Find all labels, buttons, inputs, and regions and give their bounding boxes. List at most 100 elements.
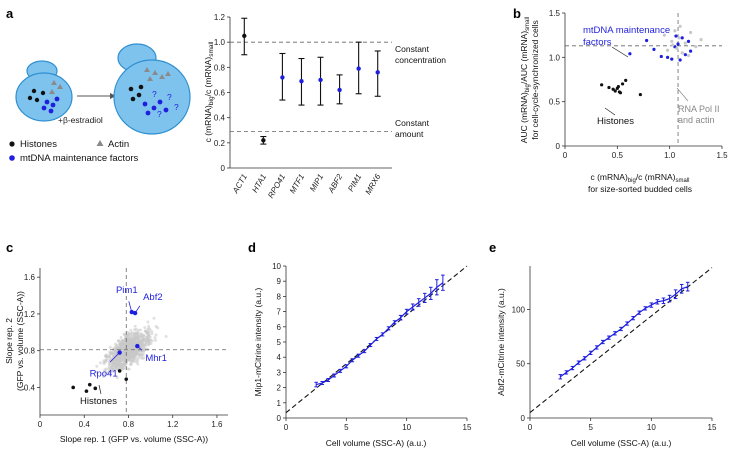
y-tick-label: 2 (277, 384, 282, 393)
data-point (337, 87, 342, 93)
histones-annotation: Histones (597, 116, 634, 127)
category-label: HTA1 (250, 173, 268, 195)
y-tick-label: 0.5 (549, 98, 561, 107)
x-tick-label: 15 (463, 423, 472, 432)
y-tick-label: 5 (277, 338, 282, 347)
legend-actin-label: Actin (108, 139, 129, 150)
x-tick-label: 5 (588, 423, 593, 432)
ref-line-label: Constant (395, 44, 430, 54)
chart-c-reference-lines (40, 268, 228, 415)
y-tick-label: 50 (516, 360, 525, 369)
chart-b-xlabel-line1: c (mRNA)big/c (mRNA)small (590, 172, 689, 184)
y-tick-label: 8 (277, 292, 282, 301)
legend-histones-marker (9, 141, 15, 147)
y-tick-label: 0.4 (24, 383, 36, 392)
chart-a-ylabel: c (mRNA)big/c (mRNA)small (203, 41, 215, 142)
category-label: MTF1 (288, 173, 306, 196)
question-mark: ? (152, 89, 157, 99)
chart-b-xlabel-line2: for size-sorted budded cells (588, 184, 692, 194)
data-line (316, 282, 444, 386)
background-point (108, 345, 112, 349)
histone-point (124, 377, 129, 381)
data-point (600, 83, 604, 87)
x-tick-label: 0 (284, 423, 289, 432)
big-cell-histones (128, 84, 144, 102)
schematic: +β-estradiol ? ? ? ? Histones Actin mtDN… (9, 43, 191, 164)
chart-b-ticks: 0 0.5 1.0 1.5 0 0.5 1.0 1.5 (549, 9, 728, 160)
background-point (133, 353, 137, 357)
background-point (114, 362, 118, 366)
data-point (678, 58, 682, 62)
background-point (111, 369, 115, 373)
fit-line (529, 267, 713, 414)
category-label: ABF2 (326, 172, 345, 195)
background-point (147, 333, 151, 337)
big-cell (113, 59, 191, 135)
data-point (375, 70, 380, 75)
chart-b-reference-lines (565, 13, 722, 146)
background-point (113, 348, 117, 352)
data-point (678, 24, 682, 28)
background-point (139, 340, 143, 344)
ref-line-label: amount (395, 129, 424, 139)
data-point (611, 87, 615, 91)
background-point (143, 342, 147, 346)
data-point (613, 89, 617, 93)
x-tick-label: 1.2 (167, 420, 179, 429)
y-tick-label: 3 (277, 368, 282, 377)
x-tick-label: 5 (344, 423, 349, 432)
background-point (120, 365, 124, 369)
background-point (123, 366, 127, 370)
background-point (116, 339, 120, 343)
background-point (122, 361, 126, 365)
background-point (129, 355, 133, 359)
y-tick-label: 0.6 (214, 89, 226, 98)
data-point (616, 84, 620, 89)
chart-e-ylabel: Abf2-mCitrine intensity (a.u.) (496, 288, 506, 396)
y-tick-label: 1 (277, 399, 282, 408)
highlighted-point-label: Abf2 (143, 292, 163, 303)
background-point (130, 331, 134, 335)
background-point (142, 347, 146, 351)
small-cell-histones (27, 88, 46, 103)
data-point (686, 39, 691, 43)
data-point (673, 45, 677, 49)
background-point (133, 337, 137, 341)
data-point (683, 53, 687, 57)
background-point (131, 358, 135, 362)
y-tick-label: 0.8 (214, 63, 226, 72)
background-point (134, 327, 138, 331)
data-line (559, 286, 688, 378)
highlighted-point-label: Mhr1 (145, 353, 167, 364)
background-point (153, 338, 157, 342)
x-tick-label: 10 (402, 423, 411, 432)
background-point (126, 338, 130, 342)
data-point (665, 55, 670, 59)
background-point (149, 341, 153, 345)
highlighted-point-label: Rpo41 (90, 369, 118, 380)
background-point (119, 336, 123, 340)
background-point (129, 336, 133, 340)
background-point (103, 372, 107, 376)
y-tick-label: 1.0 (549, 53, 561, 62)
mtdna-annotation: mtDNA maintenance (583, 25, 670, 36)
y-tick-label: 4 (277, 353, 282, 362)
rna-pol-annotation: and actin (678, 115, 715, 125)
data-point (318, 77, 323, 83)
histone-point (117, 369, 122, 373)
x-tick-label: 15 (708, 423, 717, 432)
chart-e-marks (529, 267, 713, 414)
x-tick-label: 0 (563, 151, 568, 160)
x-tick-label: 1.6 (211, 420, 223, 429)
background-point (115, 376, 119, 380)
background-point (135, 356, 139, 360)
y-tick-label: 1.6 (24, 273, 36, 282)
y-tick-label: 0.4 (214, 114, 226, 123)
chart-e-ticks: 0 5 10 15 0 50 100 (512, 305, 717, 432)
data-point (624, 78, 628, 82)
y-tick-label: 0 (521, 414, 526, 423)
